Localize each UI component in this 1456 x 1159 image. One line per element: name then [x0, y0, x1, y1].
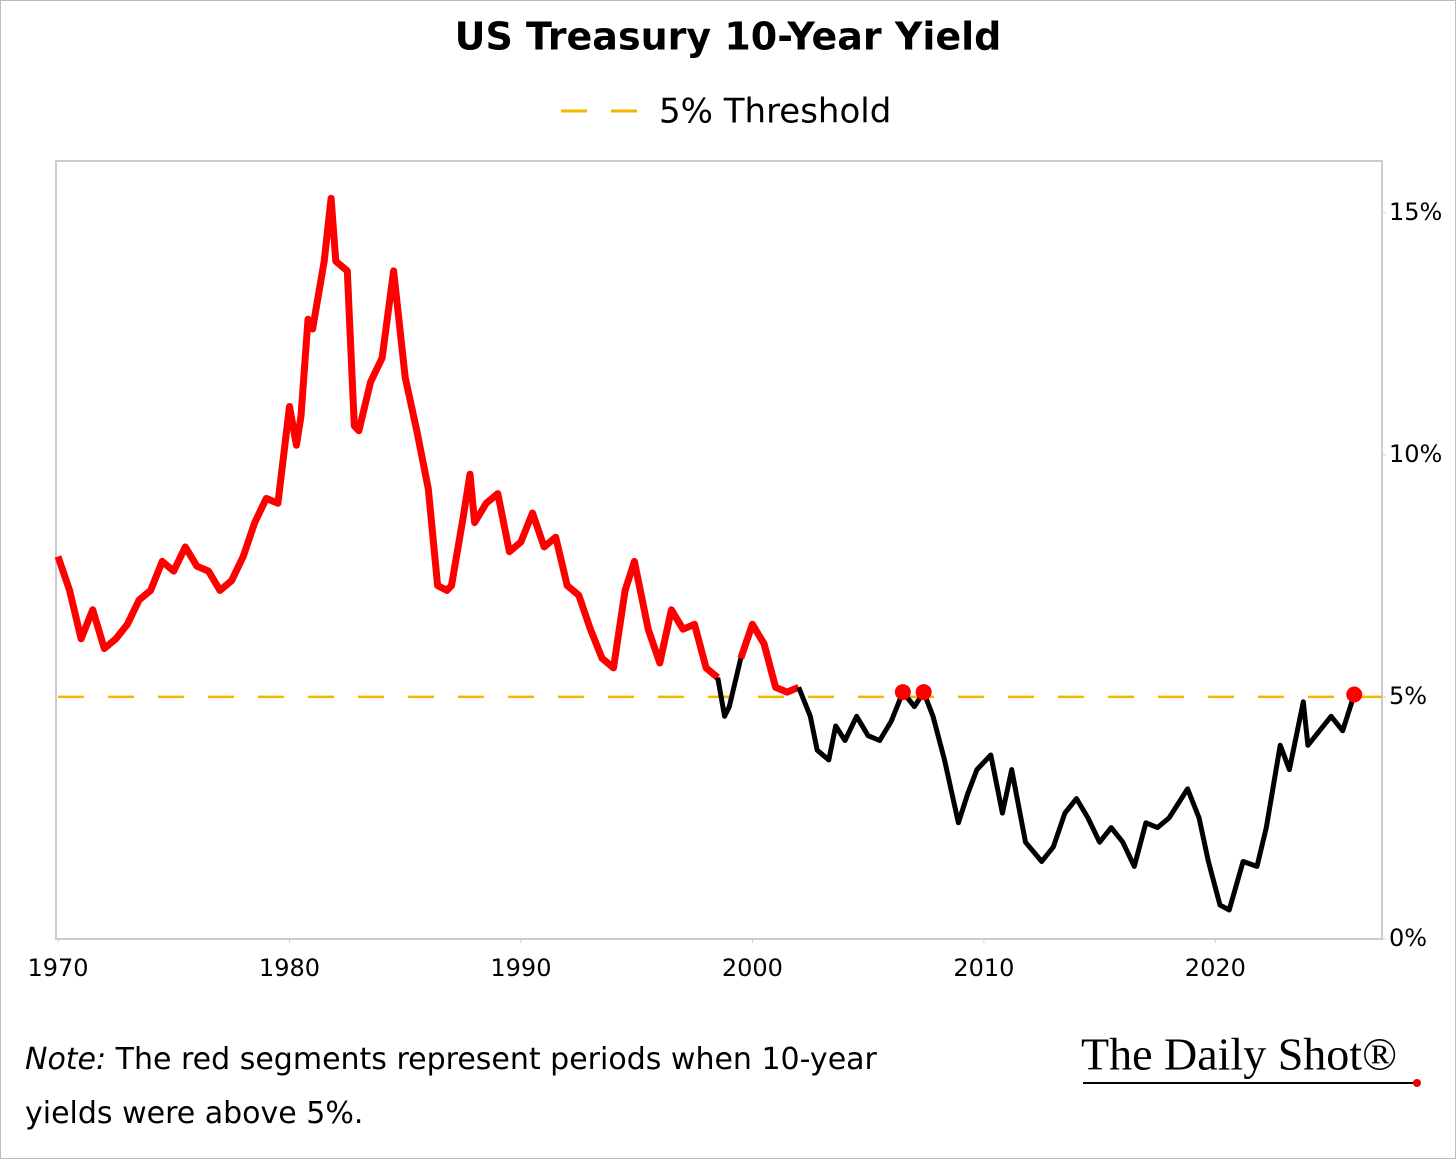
- x-tick-label: 1970: [27, 954, 88, 982]
- logo: The Daily Shot®: [1081, 1029, 1397, 1080]
- legend-label: 5% Threshold: [659, 92, 891, 132]
- point-above: [915, 684, 932, 701]
- line-above: [54, 194, 720, 681]
- point-above: [1346, 686, 1363, 703]
- point-above: [894, 684, 911, 701]
- x-tick-label: 2000: [722, 954, 783, 982]
- y-tick-label: 15%: [1389, 198, 1442, 226]
- line-above: [737, 620, 801, 696]
- x-tick-label: 2010: [953, 954, 1014, 982]
- y-tick-label: 0%: [1389, 924, 1427, 952]
- logo-dot: [1413, 1079, 1421, 1087]
- note: Note: The red segments represent periods…: [25, 1033, 895, 1141]
- line-below: [796, 686, 1357, 913]
- x-tick-label: 1980: [259, 954, 320, 982]
- plot-frame: [55, 160, 1383, 940]
- note-label: Note:: [25, 1042, 107, 1077]
- y-tick-label: 5%: [1389, 682, 1427, 710]
- line-below: [715, 657, 744, 719]
- y-tick-label: 10%: [1389, 440, 1442, 468]
- chart-title: US Treasury 10-Year Yield: [455, 15, 1002, 59]
- x-tick-label: 1990: [490, 954, 551, 982]
- note-text: The red segments represent periods when …: [25, 1042, 877, 1131]
- x-tick-label: 2020: [1185, 954, 1246, 982]
